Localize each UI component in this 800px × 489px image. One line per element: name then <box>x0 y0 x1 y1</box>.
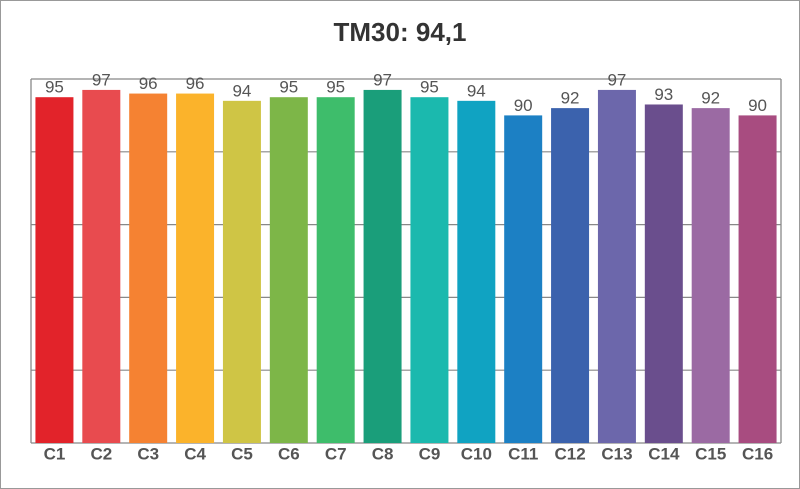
value-label: 95 <box>420 78 439 97</box>
bar <box>551 108 590 444</box>
x-tick-label: C8 <box>372 444 394 463</box>
x-tick-label: C9 <box>419 444 441 463</box>
x-tick-label: C15 <box>695 444 726 463</box>
bar <box>222 100 261 443</box>
bar <box>35 97 74 443</box>
bar <box>363 89 402 444</box>
x-tick-label: C16 <box>742 444 773 463</box>
bar <box>410 97 449 443</box>
bar <box>504 115 543 444</box>
bar <box>129 93 168 443</box>
x-tick-label: C12 <box>554 444 585 463</box>
value-label: 97 <box>607 70 626 89</box>
x-tick-label: C4 <box>184 444 206 463</box>
x-tick-label: C13 <box>601 444 632 463</box>
x-tick-label: C11 <box>508 444 538 463</box>
value-label: 95 <box>45 78 64 97</box>
bar <box>82 89 121 444</box>
value-label: 90 <box>748 96 767 115</box>
value-label: 97 <box>373 70 392 89</box>
bar <box>176 93 215 443</box>
x-tick-label: C5 <box>231 444 253 463</box>
value-label: 96 <box>139 74 158 93</box>
value-label: 95 <box>279 78 298 97</box>
x-tick-label: C7 <box>325 444 347 463</box>
x-tick-label: C3 <box>137 444 159 463</box>
bar <box>691 108 730 444</box>
x-tick-label: C14 <box>648 444 680 463</box>
x-tick-label: C10 <box>461 444 492 463</box>
x-tick-label: C2 <box>90 444 112 463</box>
value-label: 97 <box>92 70 111 89</box>
value-label: 94 <box>467 81 486 100</box>
bar <box>316 97 355 443</box>
value-label: 92 <box>701 89 720 108</box>
value-label: 96 <box>186 74 205 93</box>
chart-title: TM30: 94,1 <box>334 17 467 47</box>
value-label: 94 <box>232 81 251 100</box>
value-label: 90 <box>514 96 533 115</box>
bar <box>597 89 636 444</box>
bar <box>738 115 777 444</box>
value-label: 92 <box>561 89 580 108</box>
bar <box>269 97 308 443</box>
value-label: 95 <box>326 78 345 97</box>
x-tick-label: C1 <box>44 444 66 463</box>
bar <box>644 104 683 443</box>
value-label: 93 <box>654 85 673 104</box>
bar <box>457 100 496 443</box>
x-tick-label: C6 <box>278 444 300 463</box>
